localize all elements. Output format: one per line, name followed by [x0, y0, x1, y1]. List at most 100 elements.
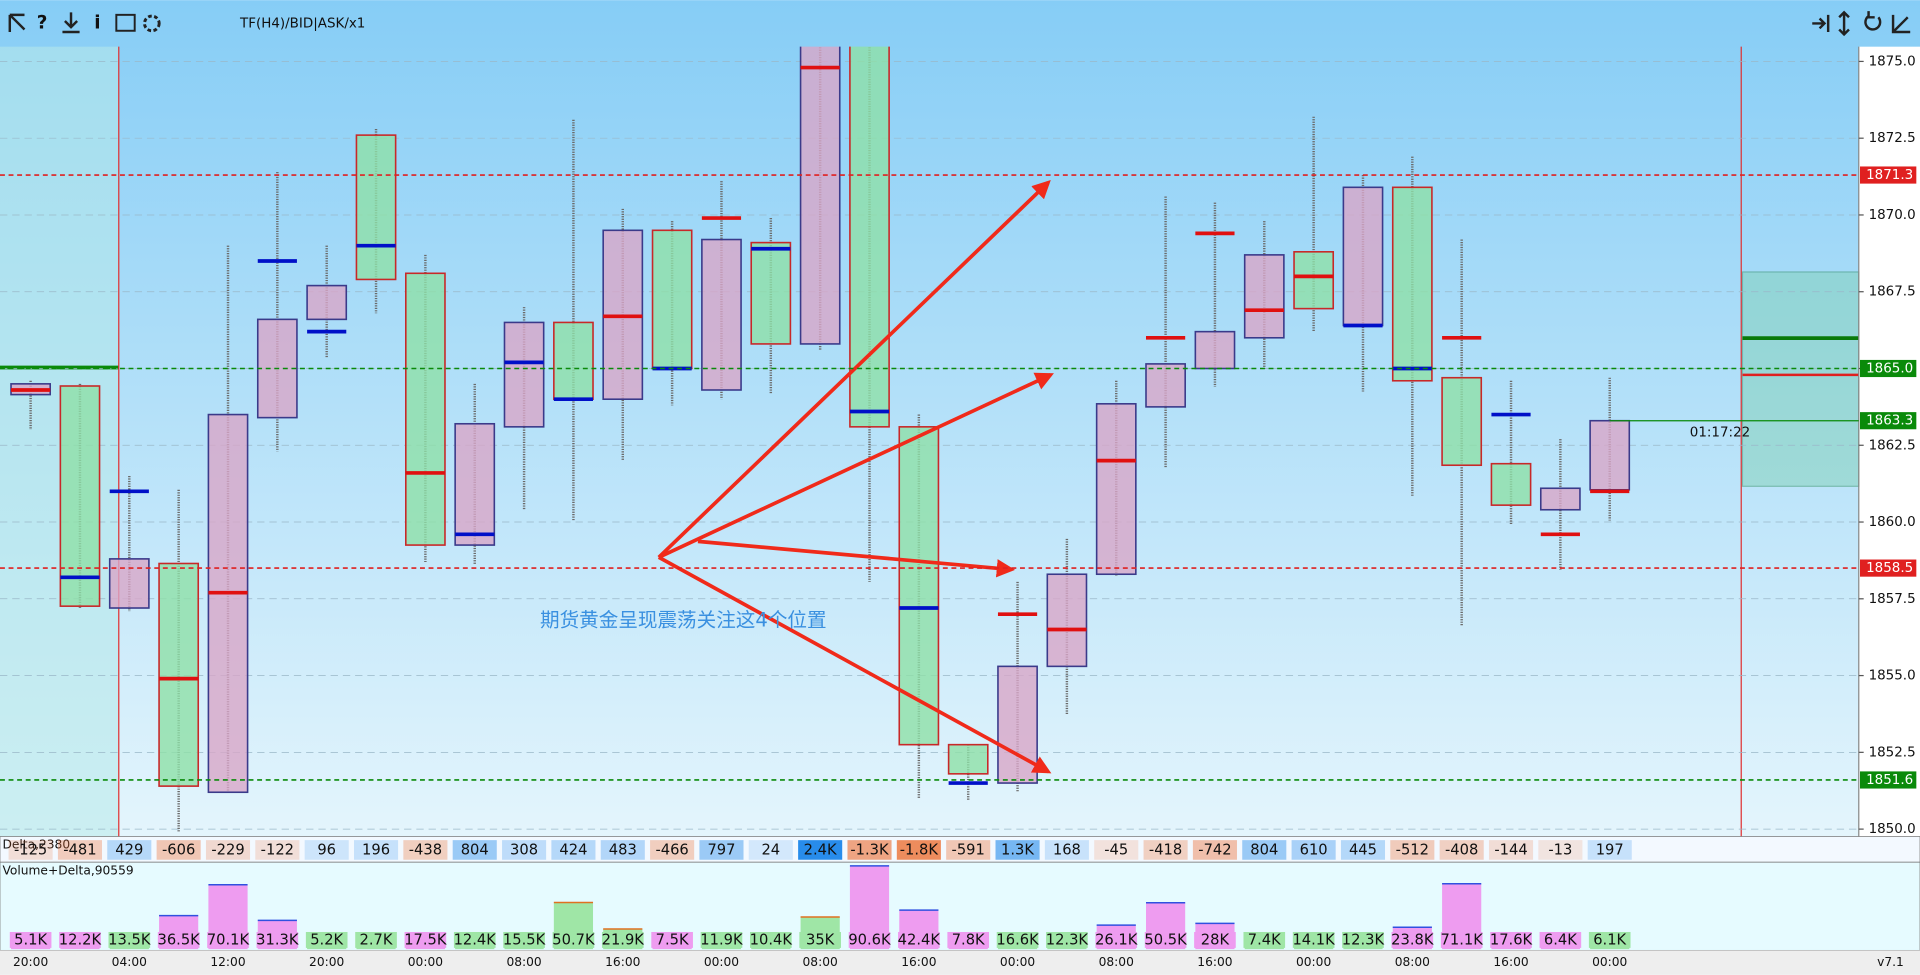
delta-cell: [995, 840, 1040, 860]
delta-label: -606: [162, 842, 195, 859]
delta-label: -1.8K: [900, 842, 939, 859]
volume-label-bg: [503, 931, 545, 948]
delta-label: 96: [317, 842, 336, 859]
volume-label: 7.4K: [1248, 932, 1281, 949]
volume-label-bg: [651, 931, 693, 948]
level-tag: [1860, 166, 1917, 184]
delta-cell: [600, 840, 645, 860]
chart-title: TF(H4)/BID|ASK/x1: [239, 16, 365, 31]
candle-body: [1342, 186, 1384, 327]
volume-label-bg: [996, 931, 1039, 948]
candle-body: [1095, 403, 1137, 576]
x-tick-label: 00:00: [704, 955, 739, 969]
delta-label: 424: [559, 842, 587, 859]
icon-reset[interactable]: [1864, 11, 1882, 31]
candle-body: [207, 413, 249, 794]
volume-label-bg: [59, 931, 101, 948]
x-tick-label: 20:00: [13, 955, 48, 969]
icon-download[interactable]: [62, 12, 80, 34]
volume-label: 42.4K: [898, 932, 941, 949]
delta-label: 2.4K: [804, 842, 837, 859]
candle-body: [158, 562, 200, 787]
volume-label: 6.1K: [1593, 932, 1626, 949]
delta-cell: [156, 840, 201, 860]
candle-body: [947, 743, 989, 775]
level-tag: [1860, 771, 1917, 789]
icon-collapse[interactable]: [1891, 14, 1911, 34]
volume-label: 50.7K: [552, 932, 595, 949]
volume-label-bg: [1243, 931, 1286, 948]
level-label: 1863.3: [1866, 414, 1913, 429]
delta-cell: [896, 840, 941, 860]
x-tick-label: 00:00: [408, 955, 443, 969]
candle-body: [750, 241, 792, 345]
volume-label-bg: [1391, 931, 1434, 948]
delta-cell: [650, 840, 695, 860]
delta-label: 197: [1596, 842, 1624, 859]
level-tag: [1860, 359, 1917, 378]
delta-label: 168: [1053, 842, 1081, 859]
volume-label: 12.3K: [1046, 932, 1089, 949]
delta-label: -229: [211, 842, 244, 859]
volume-label-bg: [453, 931, 496, 948]
volume-label-bg: [750, 931, 792, 948]
icon-chart[interactable]: [115, 13, 136, 32]
icon-scale[interactable]: [1838, 10, 1850, 37]
x-tick-label: 00:00: [1000, 955, 1035, 969]
delta-label: 308: [510, 842, 538, 859]
volume-label: 14.1K: [1292, 932, 1335, 949]
delta-label: -13: [1548, 842, 1572, 859]
delta-label: -418: [1149, 842, 1182, 859]
delta-label: -466: [655, 842, 688, 859]
volume-label: 16.6K: [996, 932, 1039, 949]
volume-label-bg: [1046, 931, 1088, 948]
x-tick-label: 08:00: [803, 955, 838, 969]
volume-label-bg: [1292, 931, 1335, 948]
delta-cell: [1587, 840, 1632, 860]
delta-cell: [1094, 840, 1139, 860]
x-tick-label: 16:00: [605, 955, 640, 969]
delta-cell: [502, 840, 547, 860]
delta-label: 610: [1300, 842, 1328, 859]
delta-label: -481: [63, 842, 96, 859]
x-tick-label: 00:00: [1592, 955, 1627, 969]
delta-label: 196: [362, 842, 390, 859]
delta-label: -742: [1198, 842, 1231, 859]
candle-body: [1441, 376, 1483, 467]
version: v7.1: [1877, 955, 1904, 969]
icon-select[interactable]: [8, 13, 26, 32]
annotation-arrow: [697, 539, 1016, 578]
volume-label-bg: [1539, 931, 1582, 948]
volume-label: 31.3K: [256, 932, 299, 949]
icon-settings[interactable]: [143, 14, 161, 33]
delta-cell: [798, 840, 843, 860]
volume-label: 2.7K: [360, 932, 393, 949]
volume-label-bg: [700, 931, 743, 948]
icon-help[interactable]: ?: [37, 12, 48, 33]
delta-cell: [1242, 840, 1287, 860]
icon-scroll-end[interactable]: [1812, 14, 1830, 32]
toolbar-right[interactable]: [1812, 10, 1911, 37]
y-tick-label: 1855.0: [1869, 669, 1916, 684]
icon-info[interactable]: i: [94, 12, 100, 33]
volume-label-bg: [552, 931, 595, 948]
level-tag: [1860, 412, 1917, 430]
candle-body: [503, 321, 545, 428]
annotation-text: 期货黄金呈现震荡关注这4个位置: [540, 608, 827, 631]
volume-label-bg: [1440, 931, 1483, 948]
annotation-arrow: [657, 180, 1051, 559]
delta-cell: [107, 840, 152, 860]
y-tick-label: 1850.0: [1869, 822, 1916, 837]
volume-label-bg: [848, 931, 891, 948]
volume-label-bg: [1588, 931, 1631, 948]
y-tick-label: 1860.0: [1869, 515, 1916, 530]
delta-cell: [1044, 840, 1089, 860]
volume-label-bg: [1490, 931, 1532, 948]
volume-label: 11.9K: [700, 932, 743, 949]
toolbar-left[interactable]: ? i: [8, 12, 161, 34]
delta-label: 1.3K: [1001, 842, 1034, 859]
level-label: 1865.0: [1866, 361, 1913, 376]
delta-cell: [699, 840, 744, 860]
y-tick-label: 1867.5: [1869, 285, 1916, 300]
volume-label-bg: [898, 931, 940, 948]
